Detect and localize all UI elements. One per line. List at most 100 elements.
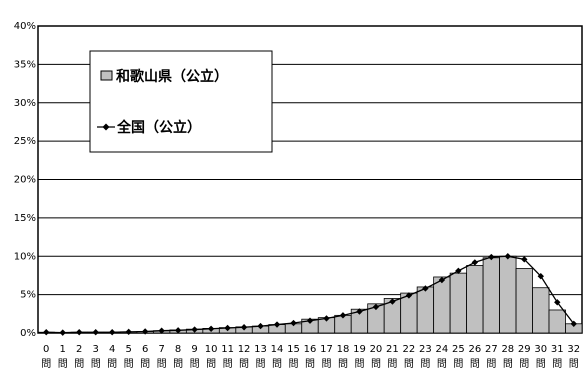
- y-tick-label: 0%: [20, 328, 36, 339]
- bar: [482, 257, 500, 334]
- x-tick-label: 25: [452, 344, 465, 355]
- x-tick-suffix: 問: [157, 358, 167, 370]
- x-tick-label: 8: [175, 344, 181, 355]
- x-tick-suffix: 問: [173, 358, 183, 370]
- x-tick-label: 30: [534, 344, 547, 355]
- line-marker: [174, 327, 182, 334]
- line-series: [43, 253, 577, 336]
- line-marker: [158, 327, 165, 334]
- x-tick-suffix: 問: [140, 358, 150, 370]
- x-tick-suffix: 問: [190, 358, 200, 370]
- legend-bar-label: 和歌山県（公立）: [116, 68, 228, 85]
- line-marker: [356, 308, 363, 315]
- x-tick-suffix: 問: [91, 358, 101, 370]
- line-marker: [422, 285, 429, 292]
- x-tick-suffix: 問: [206, 358, 216, 370]
- x-tick-suffix: 問: [305, 358, 315, 370]
- x-tick-suffix: 問: [536, 358, 546, 370]
- x-tick-suffix: 問: [289, 358, 299, 370]
- x-tick-label: 13: [254, 344, 267, 355]
- x-tick-label: 0: [43, 344, 49, 355]
- y-tick-label: 15%: [14, 213, 36, 224]
- x-tick-label: 23: [419, 344, 432, 355]
- line-marker: [224, 324, 231, 332]
- x-tick-suffix: 問: [223, 358, 233, 370]
- x-tick-suffix: 問: [41, 358, 51, 370]
- bar: [416, 286, 435, 334]
- x-tick-label: 10: [205, 344, 218, 355]
- y-tick-label: 10%: [14, 251, 36, 262]
- x-tick-suffix: 問: [272, 358, 282, 370]
- x-tick-suffix: 問: [338, 358, 348, 370]
- x-tick-suffix: 問: [371, 358, 381, 370]
- line-marker: [240, 324, 248, 331]
- line-marker: [504, 253, 512, 260]
- line-marker: [108, 329, 116, 336]
- line-marker: [323, 315, 330, 322]
- x-tick-label: 4: [109, 344, 115, 355]
- line-marker: [455, 267, 462, 275]
- x-tick-label: 26: [468, 344, 481, 355]
- bar: [515, 268, 533, 334]
- x-tick-suffix: 問: [519, 358, 529, 370]
- x-tick-label: 32: [567, 344, 580, 355]
- x-tick-suffix: 問: [404, 358, 414, 370]
- y-tick-label: 5%: [20, 290, 36, 301]
- x-tick-suffix: 問: [486, 358, 496, 370]
- x-tick-label: 20: [370, 344, 383, 355]
- x-tick-label: 5: [125, 344, 131, 355]
- bar: [466, 265, 484, 334]
- x-tick-label: 15: [287, 344, 300, 355]
- x-tick-suffix: 問: [124, 358, 134, 370]
- x-tick-label: 18: [337, 344, 350, 355]
- bar: [532, 287, 550, 334]
- x-tick-label: 12: [238, 344, 251, 355]
- y-tick-label: 40%: [14, 21, 36, 32]
- x-tick-label: 19: [353, 344, 366, 355]
- x-tick-label: 29: [518, 344, 531, 355]
- y-tick-label: 30%: [14, 98, 36, 109]
- x-tick-label: 27: [485, 344, 498, 355]
- legend-bar-swatch: [100, 70, 113, 81]
- line-marker: [207, 325, 215, 332]
- x-tick-label: 9: [191, 344, 197, 355]
- y-tick-label: 35%: [14, 59, 36, 70]
- line-marker: [306, 317, 314, 324]
- x-tick-suffix: 問: [453, 358, 463, 370]
- legend-line-marker: [102, 123, 110, 131]
- x-tick-label: 7: [158, 344, 164, 355]
- x-tick-suffix: 問: [569, 358, 579, 370]
- x-tick-suffix: 問: [74, 358, 84, 370]
- line-marker: [92, 329, 99, 336]
- line-marker: [554, 299, 561, 306]
- x-tick-suffix: 問: [107, 358, 117, 370]
- y-tick-labels: 0% 5% 10% 15% 20% 25% 30% 35% 40%: [14, 21, 36, 339]
- x-tick-label: 28: [501, 344, 514, 355]
- x-tick-suffix: 問: [58, 358, 68, 370]
- line-marker: [488, 253, 495, 261]
- x-tick-suffix: 問: [437, 358, 447, 370]
- x-tick-labels: 0問1問2問3問4問5問6問7問8問9問10問11問12問13問14問15問16…: [41, 344, 580, 370]
- x-tick-label: 24: [436, 344, 449, 355]
- x-tick-suffix: 問: [470, 358, 480, 370]
- line-marker: [570, 320, 577, 327]
- line-marker: [43, 329, 50, 336]
- x-tick-label: 6: [142, 344, 148, 355]
- bar: [433, 276, 451, 334]
- line-marker: [191, 326, 198, 333]
- x-tick-label: 11: [221, 344, 234, 355]
- line-marker: [389, 298, 396, 305]
- line-marker: [273, 321, 281, 328]
- x-tick-label: 16: [304, 344, 317, 355]
- y-tick-label: 25%: [14, 136, 36, 147]
- line-marker: [537, 273, 544, 280]
- line-marker: [405, 292, 413, 299]
- line-marker: [438, 276, 446, 284]
- x-tick-suffix: 問: [503, 358, 513, 370]
- bar: [548, 309, 566, 334]
- x-tick-label: 31: [551, 344, 564, 355]
- x-tick-label: 21: [386, 344, 399, 355]
- x-tick-label: 17: [320, 344, 333, 355]
- x-tick-label: 3: [93, 344, 99, 355]
- line-marker: [257, 322, 264, 330]
